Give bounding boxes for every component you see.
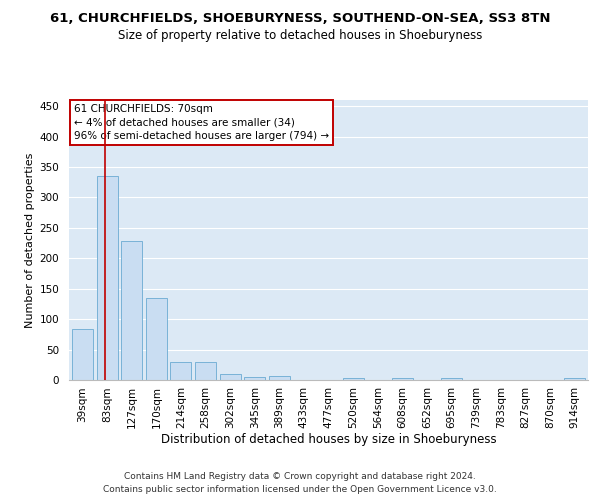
Text: Distribution of detached houses by size in Shoeburyness: Distribution of detached houses by size … [161,432,497,446]
Bar [97,176,118,380]
Text: 61, CHURCHFIELDS, SHOEBURYNESS, SOUTHEND-ON-SEA, SS3 8TN: 61, CHURCHFIELDS, SHOEBURYNESS, SOUTHEND… [50,12,550,26]
Y-axis label: Number of detached properties: Number of detached properties [25,152,35,328]
Bar [121,241,142,380]
Bar [170,362,191,380]
Text: 61 CHURCHFIELDS: 70sqm
← 4% of detached houses are smaller (34)
96% of semi-deta: 61 CHURCHFIELDS: 70sqm ← 4% of detached … [74,104,329,141]
Bar [441,378,462,380]
Bar [146,298,167,380]
Bar [195,362,216,380]
Text: Size of property relative to detached houses in Shoeburyness: Size of property relative to detached ho… [118,29,482,42]
Bar [72,330,93,380]
Bar [564,378,585,380]
Bar [269,376,290,380]
Bar [244,377,265,380]
Bar [392,378,413,380]
Bar [343,378,364,380]
Text: Contains HM Land Registry data © Crown copyright and database right 2024.
Contai: Contains HM Land Registry data © Crown c… [103,472,497,494]
Bar [220,374,241,380]
